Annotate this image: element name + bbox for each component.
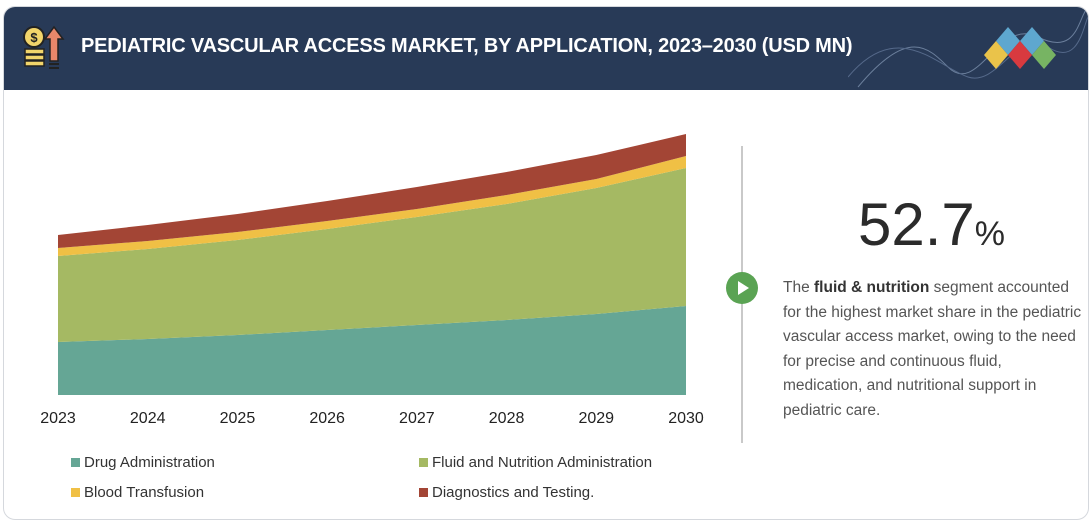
legend-fluid-nutrition: Fluid and Nutrition Administration: [419, 454, 652, 471]
header-bar: $ PEDIATRIC VASCULAR ACCESS MARKET, BY A…: [4, 7, 1088, 90]
x-tick-label: 2030: [668, 410, 704, 427]
chart-title: PEDIATRIC VASCULAR ACCESS MARKET, BY APP…: [81, 35, 853, 57]
money-growth-icon: $: [23, 25, 65, 69]
area-diagnostics-and-testing: [58, 134, 686, 248]
legend-label: Blood Transfusion: [84, 484, 205, 501]
svg-text:$: $: [30, 30, 38, 45]
legend-swatch: [419, 458, 428, 467]
x-tick-label: 2028: [489, 410, 525, 427]
area-fluid-and-nutrition-administration: [58, 168, 686, 342]
legend-label: Diagnostics and Testing.: [432, 484, 595, 501]
legend-swatch: [419, 488, 428, 497]
desc-post: segment accounted for the highest market…: [783, 279, 1082, 419]
diamonds-logo: [984, 27, 1056, 69]
desc-bold: fluid & nutrition: [814, 279, 930, 296]
highlight-description: The fluid & nutrition segment accounted …: [783, 276, 1083, 423]
wave-decoration: [848, 7, 1088, 88]
legend-swatch: [71, 458, 80, 467]
x-tick-label: 2023: [40, 410, 76, 427]
legend-drug-administration: Drug Administration: [71, 454, 215, 471]
legend-diagnostics: Diagnostics and Testing.: [419, 484, 594, 501]
x-tick-label: 2029: [578, 410, 614, 427]
highlight-unit: %: [974, 215, 1006, 253]
x-tick-label: 2026: [309, 410, 345, 427]
play-icon: [726, 272, 758, 304]
x-tick-label: 2024: [130, 410, 166, 427]
legend-label: Fluid and Nutrition Administration: [432, 454, 653, 471]
desc-pre: The: [783, 279, 815, 296]
legend-blood-transfusion: Blood Transfusion: [71, 484, 204, 501]
highlight-value: 52.7%: [858, 190, 1005, 259]
area-blood-transfusion: [58, 156, 686, 256]
area-drug-administration: [58, 306, 686, 395]
highlight-number: 52.7: [858, 191, 975, 258]
x-tick-label: 2025: [220, 410, 256, 427]
x-tick-label: 2027: [399, 410, 435, 427]
stacked-area-chart: 2023 2024 2025 2026 2027 2028 2029 2030: [40, 134, 704, 427]
legend-label: Drug Administration: [84, 454, 215, 471]
legend-swatch: [71, 488, 80, 497]
